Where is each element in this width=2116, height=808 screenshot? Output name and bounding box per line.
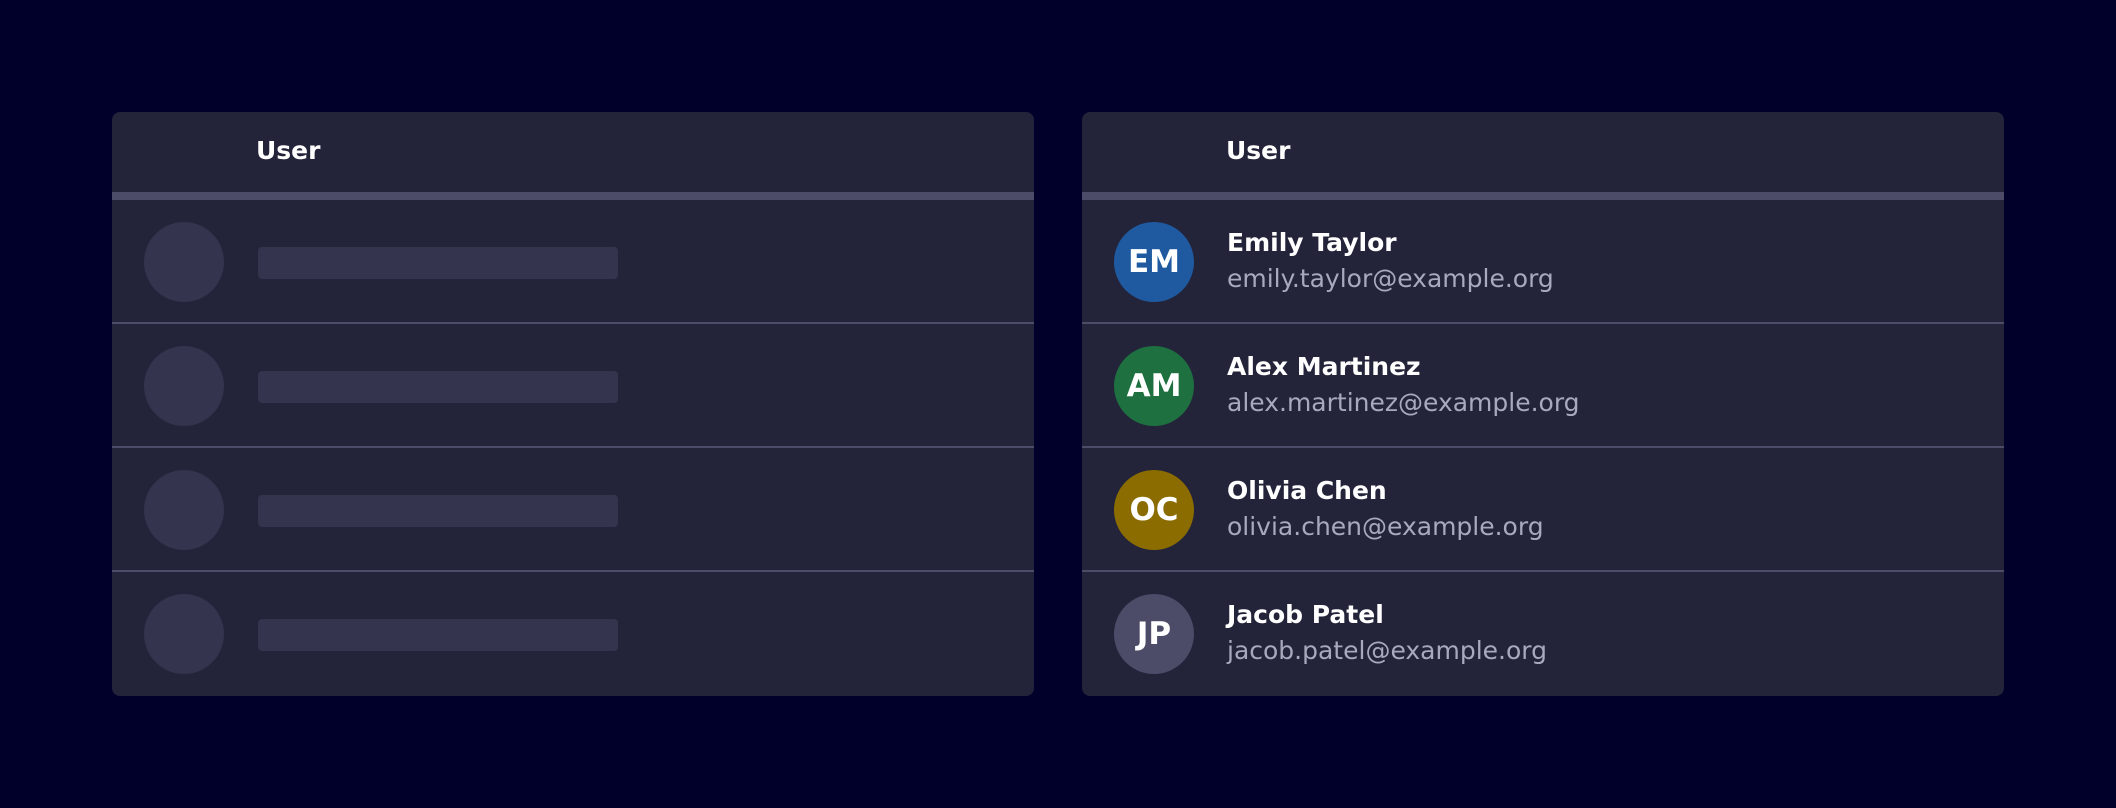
skeleton-text-bar bbox=[258, 371, 618, 403]
skeleton-text-bar bbox=[258, 495, 618, 527]
skeleton-avatar bbox=[144, 594, 224, 674]
skeleton-avatar bbox=[144, 470, 224, 550]
skeleton-row bbox=[112, 324, 1034, 448]
skeleton-text-bar bbox=[258, 247, 618, 279]
avatar: AM bbox=[1114, 346, 1194, 426]
table-row[interactable]: EM Emily Taylor emily.taylor@example.org bbox=[1082, 200, 2004, 324]
avatar: EM bbox=[1114, 222, 1194, 302]
user-email: jacob.patel@example.org bbox=[1227, 636, 1547, 665]
skeleton-row bbox=[112, 448, 1034, 572]
column-header-user[interactable]: User bbox=[256, 136, 321, 165]
user-table: User EM Emily Taylor emily.taylor@exampl… bbox=[1082, 112, 2004, 696]
skeleton-text-bar bbox=[258, 619, 618, 651]
user-name: Olivia Chen bbox=[1227, 476, 1387, 505]
user-name: Emily Taylor bbox=[1227, 228, 1397, 257]
avatar: OC bbox=[1114, 470, 1194, 550]
user-email: alex.martinez@example.org bbox=[1227, 388, 1580, 417]
table-row[interactable]: OC Olivia Chen olivia.chen@example.org bbox=[1082, 448, 2004, 572]
table-row[interactable]: JP Jacob Patel jacob.patel@example.org bbox=[1082, 572, 2004, 694]
skeleton-row bbox=[112, 572, 1034, 694]
user-name: Jacob Patel bbox=[1227, 600, 1384, 629]
table-row[interactable]: AM Alex Martinez alex.martinez@example.o… bbox=[1082, 324, 2004, 448]
user-email: emily.taylor@example.org bbox=[1227, 264, 1554, 293]
column-header-user[interactable]: User bbox=[1226, 136, 1291, 165]
skeleton-avatar bbox=[144, 346, 224, 426]
table-header: User bbox=[112, 112, 1034, 200]
user-name: Alex Martinez bbox=[1227, 352, 1421, 381]
skeleton-avatar bbox=[144, 222, 224, 302]
skeleton-row bbox=[112, 200, 1034, 324]
table-header: User bbox=[1082, 112, 2004, 200]
user-email: olivia.chen@example.org bbox=[1227, 512, 1544, 541]
skeleton-user-table: User bbox=[112, 112, 1034, 696]
avatar: JP bbox=[1114, 594, 1194, 674]
